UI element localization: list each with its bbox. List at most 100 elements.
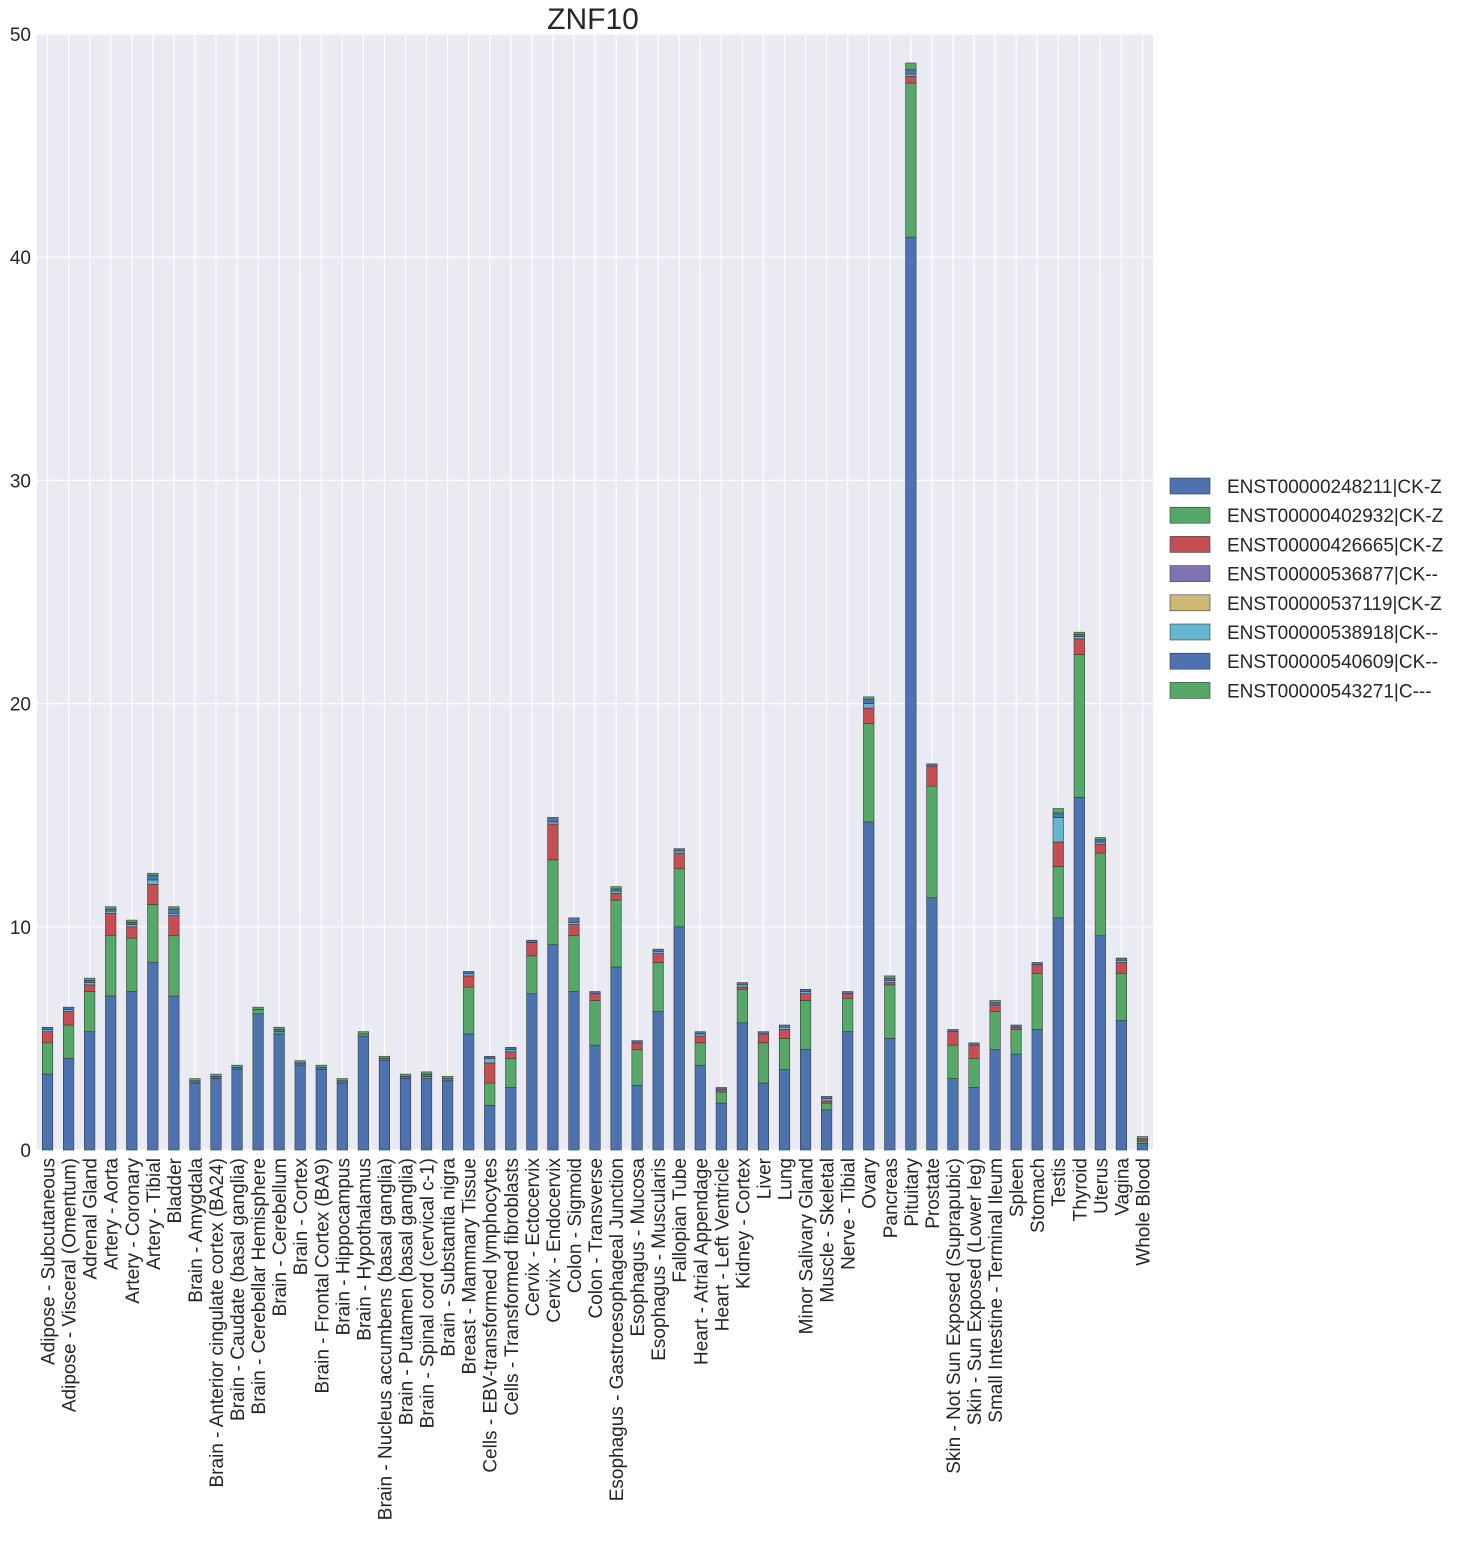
x-tick-label: Artery - Aorta <box>102 1158 123 1270</box>
bar-segment <box>105 913 117 937</box>
bar-segment <box>1136 1140 1149 1144</box>
bar-segment <box>105 935 117 997</box>
bar-segment <box>41 1042 54 1075</box>
bar-segment <box>652 951 664 954</box>
x-tick-label: Lung <box>776 1158 797 1200</box>
bar-segment <box>800 1000 812 1050</box>
x-tick-label: Esophagus - Mucosa <box>628 1158 649 1337</box>
bar-segment <box>947 1078 959 1151</box>
bar-segment <box>273 1031 285 1035</box>
bar-segment <box>63 1058 75 1151</box>
bar-segment <box>336 1082 348 1151</box>
bar-segment <box>652 962 664 1012</box>
bar-segment <box>757 1033 770 1044</box>
bar-segment <box>126 919 138 923</box>
legend-label: ENST00000536877|CK-- <box>1227 565 1438 586</box>
legend: ENST00000248211|CK-Z ENST00000402932|CK-Z… <box>1169 477 1444 702</box>
x-tick-label: Spleen <box>1007 1158 1028 1217</box>
bar-segment <box>505 1049 517 1053</box>
bar-segment <box>568 991 580 1151</box>
bar-segment <box>1094 841 1106 845</box>
bar-segment <box>821 1102 833 1111</box>
bar-segment <box>105 908 117 912</box>
bar-segment <box>821 1096 833 1099</box>
bar-segment <box>231 1069 243 1151</box>
bar-segment <box>126 991 138 1151</box>
x-tick-label: Cells - Transformed fibroblasts <box>502 1158 523 1416</box>
bar-segment <box>168 906 180 910</box>
bar-segment <box>484 1082 496 1106</box>
bar-segment <box>1094 839 1106 843</box>
bar-segment <box>420 1071 433 1075</box>
x-tick-label: Esophagus - Muscularis <box>649 1158 670 1361</box>
bar-segment <box>863 696 875 700</box>
bar-segment <box>715 1089 727 1093</box>
bar-segment <box>1052 866 1064 919</box>
bar-segment <box>463 971 475 974</box>
bar-segment <box>568 935 580 992</box>
bar-segment <box>989 1002 1001 1006</box>
bar-segment <box>1031 962 1043 966</box>
bar-segment <box>1094 852 1106 937</box>
bar-segment <box>968 1087 980 1151</box>
bar-segment <box>84 977 96 981</box>
bar-segment <box>484 1058 496 1064</box>
bar-segment <box>947 1031 959 1046</box>
bar-segment <box>715 1102 727 1151</box>
bar-segment <box>842 993 854 999</box>
bar-segment <box>505 1051 517 1059</box>
legend-swatch <box>1169 477 1211 495</box>
bar-segment <box>378 1055 390 1059</box>
bar-segment <box>1073 654 1085 798</box>
bar-segment <box>41 1029 54 1033</box>
bar-segment <box>736 1022 748 1151</box>
bar-segment <box>673 852 685 870</box>
bar-segment <box>126 937 138 992</box>
y-tick-label: 40 <box>10 248 31 269</box>
bar-segment <box>863 707 875 724</box>
bar-segment <box>357 1033 369 1037</box>
bar-segment <box>189 1082 201 1151</box>
bar-segment <box>41 1073 54 1151</box>
x-tick-label: Prostate <box>923 1158 944 1229</box>
bar-segment <box>147 962 159 1151</box>
bar-segment <box>420 1076 433 1079</box>
bar-segment <box>273 1026 285 1030</box>
bar-segment <box>926 897 938 1151</box>
bar-segment <box>463 986 475 1035</box>
bar-segment <box>778 1038 791 1070</box>
bar-segment <box>189 1078 201 1082</box>
x-tick-label: Small Intestine - Terminal Ileum <box>986 1158 1007 1423</box>
bar-segment <box>147 884 159 905</box>
bar-segment <box>842 1031 854 1151</box>
x-tick-label: Brain - Cerebellum <box>270 1158 291 1316</box>
bar-segment <box>168 908 180 914</box>
bar-segment <box>884 977 896 981</box>
bar-segment <box>1115 1020 1127 1151</box>
bar-segment <box>778 1026 791 1030</box>
bar-segment <box>547 821 559 825</box>
x-tick-label: Colon - Transverse <box>586 1158 607 1319</box>
bar-segment <box>399 1073 412 1077</box>
bar-segment <box>821 1109 833 1151</box>
bar-segment <box>273 1033 285 1151</box>
bar-segment <box>1010 1024 1022 1028</box>
x-tick-label: Nerve - Tibial <box>839 1158 860 1270</box>
bar-segment <box>126 924 138 928</box>
bar-segment <box>252 1009 264 1015</box>
bar-segment <box>989 1000 1001 1003</box>
bar-segment <box>1073 638 1085 655</box>
bar-segment <box>505 1047 517 1050</box>
bar-segment <box>105 995 117 1151</box>
bar-segment <box>357 1035 369 1151</box>
bar-segment <box>526 942 538 957</box>
bar-segment <box>926 765 938 787</box>
bar-segment <box>41 1031 54 1044</box>
bar-segment <box>442 1078 454 1082</box>
bar-segment <box>778 1024 791 1028</box>
x-tick-label: Pituitary <box>902 1158 923 1227</box>
bar-segment <box>821 1100 833 1104</box>
legend-swatch <box>1169 594 1211 612</box>
bar-segment <box>463 973 475 977</box>
legend-swatch <box>1169 682 1211 699</box>
